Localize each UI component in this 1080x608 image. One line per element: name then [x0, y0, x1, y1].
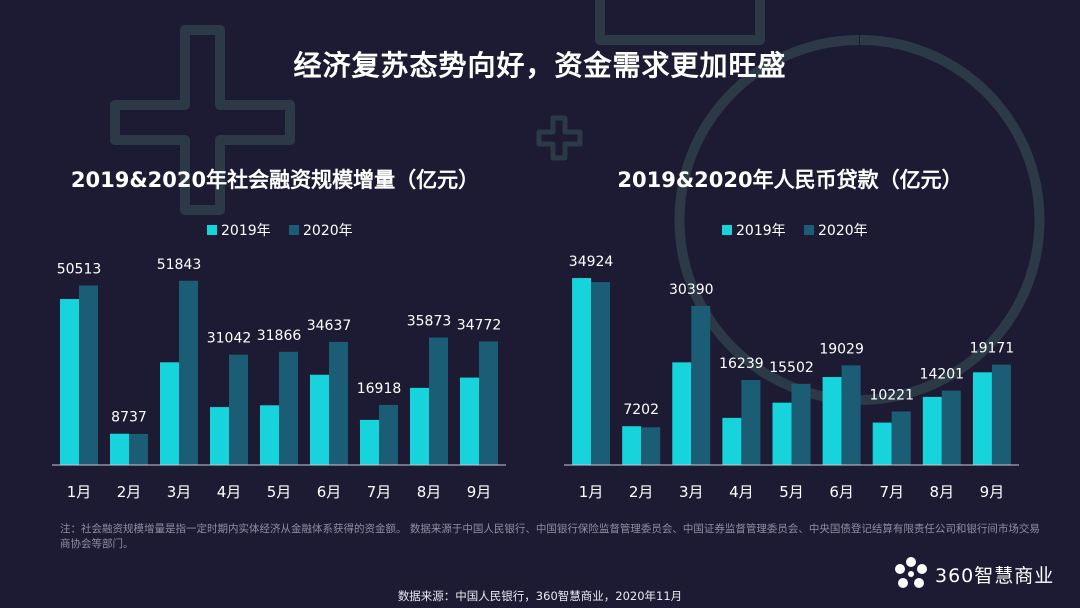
- right-value-label-1: 34924: [569, 254, 614, 270]
- left-bar-2019-8: [410, 387, 429, 465]
- brand-logo: 360智慧商业: [893, 556, 1054, 592]
- right-bar-2020-2: [641, 427, 661, 465]
- right-category-label-4: 4月: [729, 483, 754, 501]
- right-bar-2019-8: [922, 396, 942, 465]
- right-value-label-9: 19171: [970, 341, 1015, 357]
- right-value-label-7: 10221: [869, 387, 914, 403]
- deco-cross-large-left: [110, 25, 295, 215]
- right-bar-2019-2: [622, 426, 642, 465]
- right-category-label-1: 1月: [579, 483, 604, 501]
- left-bar-2020-2: [129, 433, 148, 465]
- right-legend-label-2: 2020年: [818, 223, 868, 239]
- right-bar-2020-8: [941, 390, 961, 465]
- right-bar-2020-4: [741, 379, 761, 465]
- left-value-label-4: 31042: [207, 331, 252, 347]
- right-chart-title: 2019&2020年人民币贷款（亿元）: [617, 168, 963, 192]
- left-legend-swatch-2: [289, 225, 299, 235]
- right-bar-2019-3: [672, 362, 692, 465]
- left-value-label-6: 34637: [307, 318, 352, 334]
- left-value-label-2: 8737: [111, 410, 147, 426]
- right-bar-2020-1: [591, 282, 611, 465]
- right-category-label-9: 9月: [980, 483, 1005, 501]
- left-bar-2020-7: [379, 404, 398, 465]
- right-bar-2019-5: [772, 402, 792, 465]
- right-value-label-4: 16239: [719, 356, 764, 372]
- right-bar-2020-3: [691, 305, 711, 465]
- left-value-label-5: 31866: [257, 328, 302, 344]
- left-bar-2020-5: [279, 351, 298, 465]
- left-category-label-1: 1月: [67, 483, 92, 501]
- left-bar-2019-2: [110, 433, 129, 465]
- right-bar-2020-5: [791, 383, 811, 465]
- data-source: 数据来源：中国人民银行，360智慧商业，2020年11月: [397, 589, 683, 603]
- left-category-label-8: 8月: [417, 483, 442, 501]
- left-bar-2019-3: [160, 362, 179, 465]
- left-value-label-3: 51843: [157, 257, 202, 273]
- right-category-label-2: 2月: [629, 483, 654, 501]
- left-legend-label-1: 2019年: [221, 223, 271, 239]
- deco-cross-small: [536, 115, 583, 161]
- left-bar-2020-4: [229, 354, 248, 465]
- left-category-label-7: 7月: [367, 483, 392, 501]
- left-category-label-9: 9月: [467, 483, 492, 501]
- right-legend-swatch-2: [804, 225, 814, 235]
- right-bar-2019-6: [822, 377, 842, 465]
- right-legend-label-1: 2019年: [736, 223, 786, 239]
- right-category-label-3: 3月: [679, 483, 704, 501]
- left-value-label-8: 35873: [407, 314, 452, 330]
- footnote: 注：社会融资规模增量是指一定时期内实体经济从金融体系获得的资金额。 数据来源于中…: [60, 523, 1040, 550]
- left-category-label-4: 4月: [217, 483, 242, 501]
- left-bar-2019-1: [60, 299, 79, 465]
- left-category-label-3: 3月: [167, 483, 192, 501]
- right-bar-2019-1: [572, 278, 592, 465]
- right-bar-2019-4: [722, 417, 742, 465]
- right-value-label-2: 7202: [623, 402, 659, 418]
- right-bar-2020-9: [991, 364, 1011, 465]
- right-category-label-5: 5月: [779, 483, 804, 501]
- left-legend-label-2: 2020年: [303, 223, 353, 239]
- left-bar-2019-6: [310, 374, 329, 465]
- left-category-label-5: 5月: [267, 483, 292, 501]
- left-bar-2020-9: [479, 341, 498, 465]
- left-value-label-9: 34772: [457, 317, 502, 333]
- left-bar-2020-1: [79, 285, 98, 465]
- left-bar-2019-7: [360, 419, 379, 465]
- right-value-label-6: 19029: [819, 341, 864, 357]
- right-bar-2019-9: [972, 372, 992, 465]
- right-value-label-5: 15502: [769, 360, 814, 376]
- right-bar-2020-6: [841, 365, 861, 465]
- logo-flower-icon: [895, 557, 927, 588]
- right-category-label-8: 8月: [930, 483, 955, 501]
- left-category-label-2: 2月: [117, 483, 142, 501]
- left-bar-2020-3: [179, 280, 198, 465]
- left-bar-2019-4: [210, 407, 229, 465]
- right-bar-2019-7: [872, 422, 892, 465]
- right-value-label-3: 30390: [669, 282, 714, 298]
- left-bar-2019-5: [260, 405, 279, 465]
- right-bar-2020-7: [891, 411, 911, 465]
- left-legend-swatch-1: [207, 225, 217, 235]
- left-bar-2019-9: [460, 377, 479, 465]
- left-bar-2020-8: [429, 337, 448, 465]
- page-title: 经济复苏态势向好，资金需求更加旺盛: [293, 49, 787, 82]
- logo-text: 360智慧商业: [935, 564, 1055, 587]
- right-legend-swatch-1: [722, 225, 732, 235]
- right-category-label-7: 7月: [879, 483, 904, 501]
- deco-cross-top-right: [595, 0, 765, 45]
- left-value-label-1: 50513: [57, 261, 102, 277]
- left-value-label-7: 16918: [357, 381, 402, 397]
- right-value-label-8: 14201: [920, 367, 965, 383]
- left-chart-title: 2019&2020年社会融资规模增量（亿元）: [70, 168, 480, 192]
- left-bar-2020-6: [329, 341, 348, 465]
- right-category-label-6: 6月: [829, 483, 854, 501]
- left-category-label-6: 6月: [317, 483, 342, 501]
